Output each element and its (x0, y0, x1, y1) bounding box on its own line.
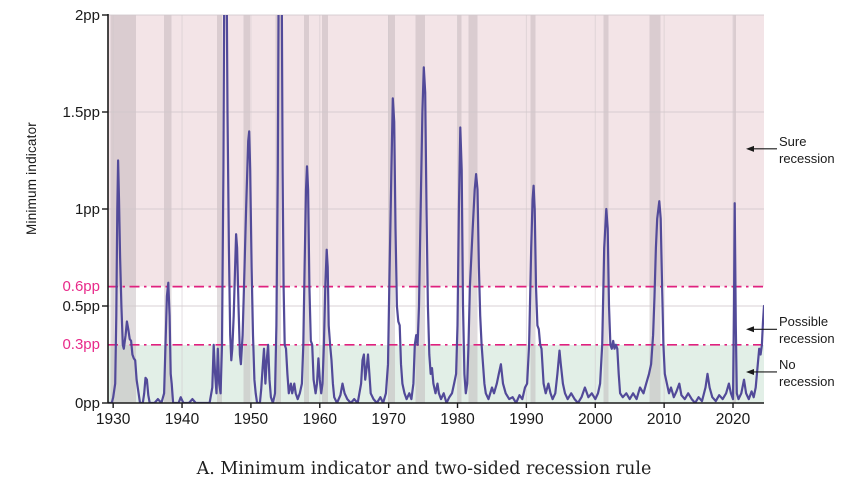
x-tick-label: 2020 (715, 411, 751, 428)
x-tick-label: 1980 (440, 411, 475, 428)
annotation-arrow-head (746, 326, 754, 333)
y-tick-label: 0.3pp (62, 336, 100, 354)
x-tick-label: 1990 (509, 411, 544, 428)
x-tick-label: 1930 (95, 411, 131, 428)
x-tick-label: 2000 (578, 411, 613, 428)
recession-chart-canvas (102, 14, 777, 408)
indicator-line (108, 15, 764, 403)
y-tick-label: 1.5pp (62, 103, 100, 121)
x-tick-label: 1940 (164, 411, 200, 428)
y-axis-title: Minimum indicator (24, 122, 39, 235)
y-tick-label: 2pp (74, 6, 100, 24)
x-tick-label: 1960 (302, 411, 337, 428)
annotation-arrow-head (746, 145, 754, 152)
y-tick-label: 0.5pp (62, 297, 100, 315)
y-tick-label: 1pp (74, 200, 100, 218)
x-tick-label: 1970 (371, 411, 406, 428)
annotation-sure-recession: Sure recession (779, 133, 835, 167)
annotation-possible-recession: Possible recession (779, 314, 835, 347)
y-tick-label: 0.6pp (62, 278, 100, 296)
annotation-arrow-head (746, 368, 754, 375)
figure-caption: A. Minimum indicator and two-sided reces… (196, 459, 652, 479)
annotation-no-recession: No recession (779, 356, 835, 390)
y-tick-label: 0pp (74, 394, 100, 412)
x-tick-label: 2010 (646, 411, 682, 428)
zone-sure-recession (108, 15, 764, 287)
x-tick-label: 1950 (233, 411, 269, 428)
